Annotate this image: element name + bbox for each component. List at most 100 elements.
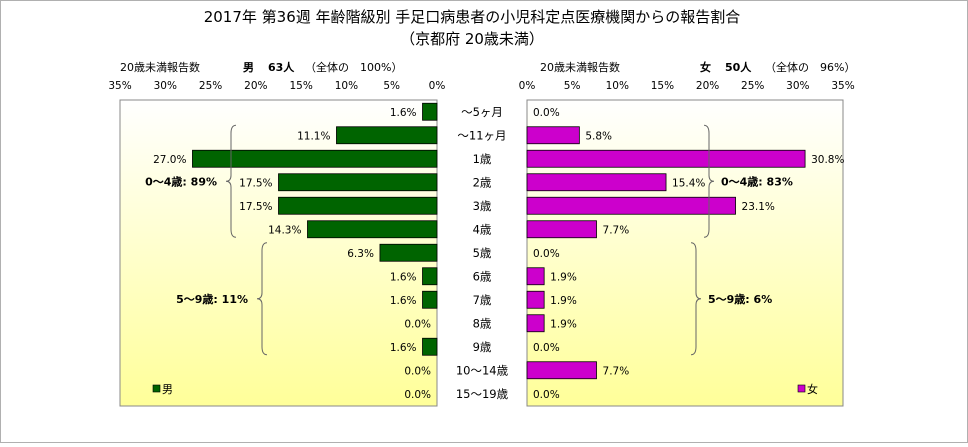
male-header-sex: 男 xyxy=(243,61,254,74)
female-group-brace xyxy=(690,242,702,356)
category-label: 1歳 xyxy=(473,152,492,166)
male-x-tick-label: 25% xyxy=(199,80,222,92)
male-x-tick-label: 0% xyxy=(429,80,446,92)
female-bar xyxy=(526,126,580,145)
category-label: 〜11ヶ月 xyxy=(457,128,506,142)
male-bar xyxy=(192,149,438,168)
female-data-label: 7.7% xyxy=(603,365,630,377)
female-age-groups: 0〜4歳: 83% 5〜9歳: 6% xyxy=(690,124,793,356)
female-x-tick-label: 30% xyxy=(786,80,809,92)
male-data-label: 17.5% xyxy=(239,201,272,213)
female-group-label: 5〜9歳: 6% xyxy=(708,292,772,306)
male-x-tick-label: 5% xyxy=(383,80,400,92)
chart-title: 2017年 第36週 年齢階級別 手足口病患者の小児科定点医療機関からの報告割合 xyxy=(204,8,741,26)
female-data-label: 0.0% xyxy=(533,342,560,354)
female-data-label: 1.9% xyxy=(550,271,577,283)
category-label: 9歳 xyxy=(473,340,492,354)
female-legend-label: 女 xyxy=(807,382,818,396)
male-data-label: 1.6% xyxy=(390,342,417,354)
male-x-tick-label: 10% xyxy=(335,80,358,92)
female-data-label: 0.0% xyxy=(533,389,560,401)
male-x-tick-label: 15% xyxy=(289,80,312,92)
female-header-sex: 女 xyxy=(700,60,711,74)
male-data-label: 1.6% xyxy=(390,107,417,119)
female-bar xyxy=(526,173,667,192)
category-label: 5歳 xyxy=(473,246,492,260)
female-data-label: 0.0% xyxy=(533,248,560,260)
category-label: 3歳 xyxy=(473,199,492,213)
category-label: 7歳 xyxy=(473,293,492,307)
male-data-label: 0.0% xyxy=(404,318,431,330)
female-axis-label: 20歳未満報告数 xyxy=(540,61,620,74)
male-bar xyxy=(422,337,438,356)
male-data-label: 1.6% xyxy=(390,295,417,307)
male-x-tick-label: 30% xyxy=(154,80,177,92)
male-bar xyxy=(278,196,438,215)
female-group-label: 0〜4歳: 83% xyxy=(721,174,793,188)
female-legend-swatch xyxy=(797,384,806,393)
female-bar xyxy=(526,196,736,215)
male-x-axis: 0% 5% 10% 15% 20% 25% 30% 35% xyxy=(108,80,445,92)
female-data-label: 1.9% xyxy=(550,295,577,307)
category-label: 〜5ヶ月 xyxy=(461,105,503,119)
female-x-tick-label: 35% xyxy=(831,80,854,92)
male-group-label: 0〜4歳: 89% xyxy=(145,174,217,188)
female-bar xyxy=(526,149,806,168)
female-data-label: 23.1% xyxy=(742,201,775,213)
male-header-share: （全体の 100%） xyxy=(305,60,402,74)
female-plot-area xyxy=(526,99,844,407)
male-axis-label: 20歳未満報告数 xyxy=(120,61,200,74)
female-x-axis: 0% 5% 10% 15% 20% 25% 30% 35% xyxy=(519,80,855,92)
male-legend-swatch xyxy=(152,384,161,393)
male-bar xyxy=(379,243,438,262)
male-bar xyxy=(307,220,438,239)
category-label: 4歳 xyxy=(473,222,492,236)
female-bar xyxy=(526,267,545,286)
male-bar xyxy=(422,290,438,309)
male-data-label: 0.0% xyxy=(404,389,431,401)
male-bar xyxy=(278,173,438,192)
female-data-label: 5.8% xyxy=(585,130,612,142)
male-bar xyxy=(422,102,438,121)
female-x-tick-label: 25% xyxy=(741,80,764,92)
female-x-tick-label: 20% xyxy=(696,80,719,92)
male-bars: 1.6% 11.1% 27.0% 17.5% 17.5% 14.3% 6.3% 1.6% 1.6… xyxy=(153,102,438,401)
female-bar xyxy=(526,220,597,239)
male-data-label: 6.3% xyxy=(347,248,374,260)
female-bar xyxy=(526,361,597,380)
male-group-brace xyxy=(256,242,268,356)
female-group-brace xyxy=(703,124,715,238)
male-age-groups: 0〜4歳: 89% 5〜9歳: 11% xyxy=(145,124,268,356)
female-data-label: 15.4% xyxy=(672,177,705,189)
female-data-label: 7.7% xyxy=(603,224,630,236)
female-header-count: 50人 xyxy=(725,60,752,74)
category-label: 2歳 xyxy=(473,175,492,189)
female-bar xyxy=(526,314,545,333)
category-axis: 〜5ヶ月〜11ヶ月 1歳 2歳 3歳 4歳 5歳 6歳 7歳 8歳 9歳 10〜14歳 15〜19歳 xyxy=(456,105,509,401)
male-group-brace xyxy=(225,124,237,238)
female-bars: 0.0% 5.8% 30.8% 15.4% 23.1% 7.7% 0.0% 1.9% 1.9% 1… xyxy=(526,107,844,401)
female-bar xyxy=(526,290,545,309)
female-x-tick-label: 5% xyxy=(564,80,581,92)
female-x-tick-label: 0% xyxy=(519,80,536,92)
female-data-label: 1.9% xyxy=(550,318,577,330)
male-x-tick-label: 35% xyxy=(108,80,131,92)
male-data-label: 0.0% xyxy=(404,365,431,377)
male-legend-label: 男 xyxy=(162,383,173,396)
male-data-label: 27.0% xyxy=(153,154,186,166)
category-label: 6歳 xyxy=(473,269,492,283)
male-data-label: 1.6% xyxy=(390,271,417,283)
category-label: 15〜19歳 xyxy=(456,387,509,401)
male-group-label: 5〜9歳: 11% xyxy=(176,292,248,306)
category-label: 10〜14歳 xyxy=(456,363,509,377)
male-bar xyxy=(422,267,438,286)
category-label: 8歳 xyxy=(473,316,492,330)
male-x-tick-label: 20% xyxy=(244,80,267,92)
female-header-share: （全体の 96%） xyxy=(765,60,855,74)
male-header-count: 63人 xyxy=(268,60,295,74)
male-data-label: 11.1% xyxy=(297,130,330,142)
female-x-tick-label: 10% xyxy=(606,80,629,92)
chart-subtitle: （京都府 20歳未満） xyxy=(400,30,544,48)
